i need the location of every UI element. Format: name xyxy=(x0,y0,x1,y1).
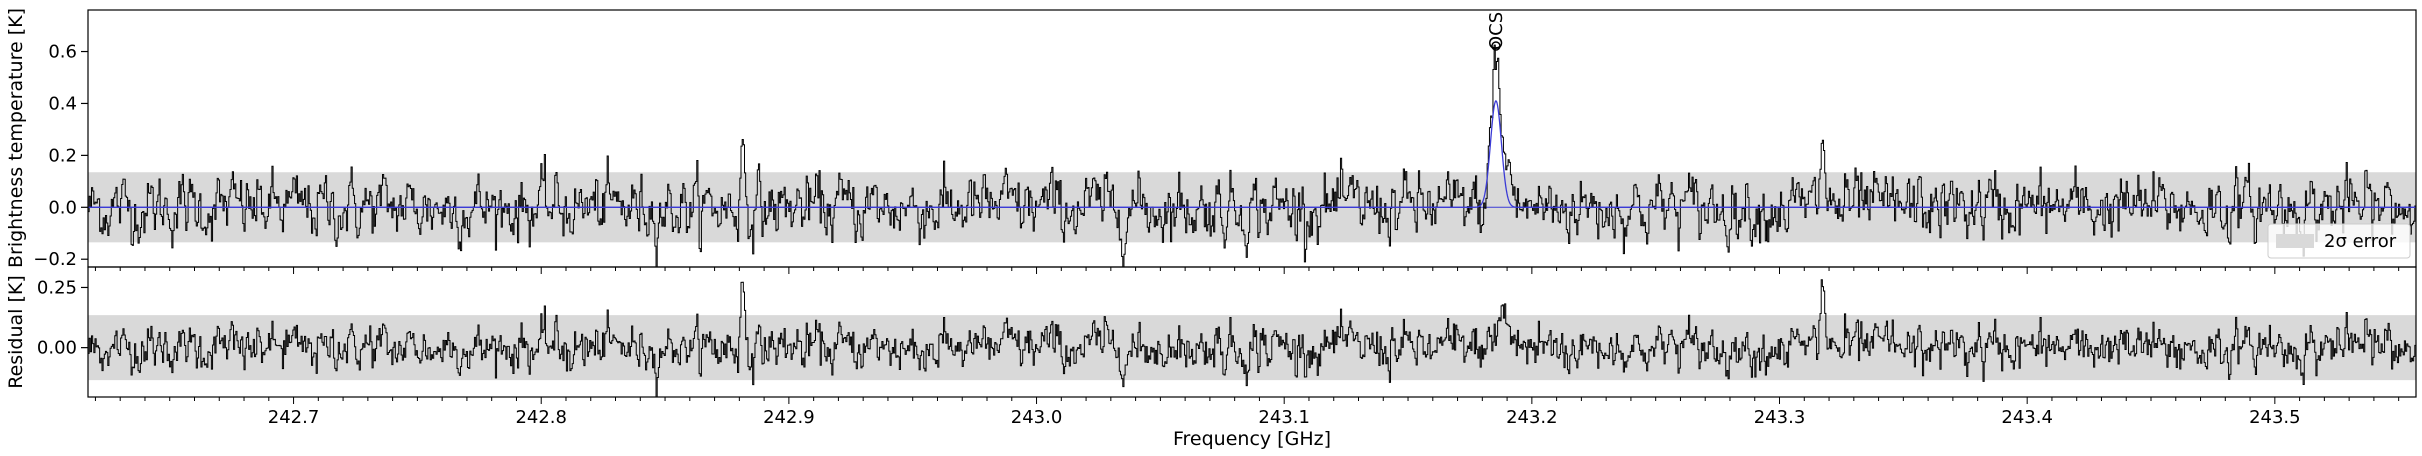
legend-box xyxy=(2267,223,2411,259)
top-x-ticks xyxy=(94,267,2400,274)
x-tick-label: 243.1 xyxy=(1258,407,1310,428)
x-tick-label: 243.5 xyxy=(2249,407,2301,428)
y-tick-label: 0.0 xyxy=(48,197,77,218)
x-tick-label: 242.9 xyxy=(763,407,815,428)
y-tick-label: 0.4 xyxy=(48,93,77,114)
bottom-x-ticks: 242.7 242.8 242.9 243.0 243.1 243.2 243.3 243.4… xyxy=(94,397,2400,428)
ocs-line-annotation: OCS xyxy=(1486,12,1507,51)
x-tick-label: 243.0 xyxy=(1011,407,1063,428)
x-axis-label: Frequency [GHz] xyxy=(1173,428,1331,450)
legend-label: 2σ error xyxy=(2324,231,2397,252)
x-tick-label: 243.4 xyxy=(2001,407,2053,428)
y-tick-label: −0.2 xyxy=(33,249,77,270)
top-y-axis-label: Brightness temperature [K] xyxy=(5,8,27,268)
bottom-plot-frame xyxy=(87,266,2417,398)
residual-panel: 0.000.25 242.7 242.8 242.9 243.0 243.1 243.2 2… xyxy=(5,266,2417,450)
model-fit-line xyxy=(88,99,2416,208)
ocs-label: OCS xyxy=(1486,12,1507,50)
y-tick-label: 0.25 xyxy=(37,277,77,298)
x-tick-label: 242.7 xyxy=(268,407,320,428)
legend: 2σ error xyxy=(2267,223,2411,259)
x-tick-label: 243.2 xyxy=(1506,407,1558,428)
bottom-y-axis-label: Residual [K] xyxy=(5,275,27,389)
top-y-ticks: −0.2 0.0 0.2 0.4 0.6 xyxy=(33,42,88,270)
ocs-marker xyxy=(1491,41,1501,51)
y-tick-label: 0.2 xyxy=(48,145,77,166)
x-tick-label: 242.8 xyxy=(515,407,567,428)
brightness-panel: −0.2 0.0 0.2 0.4 0.6 Brightness temperature … xyxy=(5,8,2417,274)
legend-swatch xyxy=(2276,234,2314,248)
y-tick-label: 0.6 xyxy=(48,42,77,63)
residual-spectrum-line xyxy=(88,279,2416,397)
bottom-y-ticks: 0.00 0.25 xyxy=(37,277,88,359)
x-tick-label: 243.3 xyxy=(1754,407,1806,428)
bottom-2sigma-band xyxy=(88,315,2416,381)
observed-spectrum-line xyxy=(88,44,2416,267)
y-tick-label: 0.00 xyxy=(37,338,77,359)
